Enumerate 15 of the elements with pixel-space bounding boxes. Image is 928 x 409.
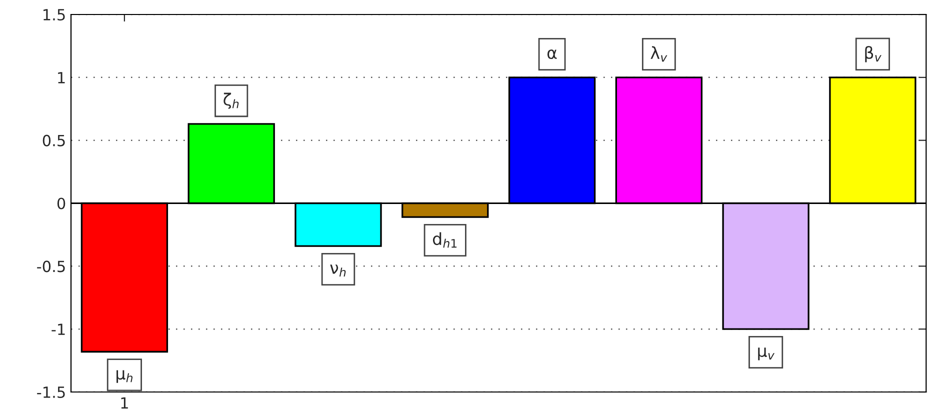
series-label: α: [547, 50, 557, 60]
y-tick-label: -1.5: [37, 386, 65, 398]
series-label: β$_{v}$: [865, 46, 882, 62]
series-label: μ$_{v}$: [758, 348, 775, 360]
series-label: ν$_{h}$: [330, 264, 346, 276]
series-label: d$_{h1}$: [432, 232, 457, 248]
y-tick-label: 1.5: [44, 9, 65, 21]
y-tick-label: 1: [58, 72, 65, 84]
y-tick-label: 0.5: [42, 134, 65, 146]
y-tick-label: -1: [52, 324, 65, 335]
series-label: μ$_{h}$: [116, 370, 132, 383]
y-tick-label: 0: [57, 198, 66, 210]
series-label: λ$_{v}$: [650, 46, 668, 62]
series-label: ζ$_{h}$: [224, 92, 239, 109]
y-tick-label: -0.5: [37, 260, 65, 272]
